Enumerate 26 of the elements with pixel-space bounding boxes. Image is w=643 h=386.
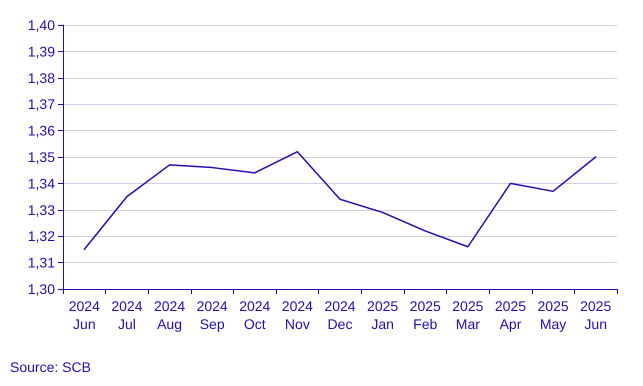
y-tick-label: 1,32 bbox=[28, 228, 56, 244]
x-tick-label: 2025 Feb bbox=[410, 298, 442, 332]
x-tick-label: 2025 May bbox=[538, 298, 569, 332]
y-tick-label: 1,38 bbox=[28, 70, 56, 86]
x-tick-label: 2024 Oct bbox=[239, 298, 271, 332]
y-tick-label: 1,34 bbox=[28, 175, 56, 192]
x-tick-label: 2024 Sep bbox=[196, 298, 228, 332]
x-tick-label: 2024 Aug bbox=[154, 298, 186, 332]
y-tick-label: 1,37 bbox=[28, 96, 56, 112]
x-tick-label: 2025 Apr bbox=[494, 298, 526, 332]
y-tick-label: 1,40 bbox=[28, 17, 56, 33]
y-tick-label: 1,36 bbox=[28, 122, 56, 139]
source-note: Source: SCB bbox=[10, 359, 91, 375]
y-tick-label: 1,31 bbox=[28, 254, 56, 271]
x-tick-label: 2025 Jan bbox=[367, 298, 398, 332]
x-tick-label: 2024 Jul bbox=[111, 298, 143, 332]
y-tick-label: 1,30 bbox=[28, 281, 56, 297]
x-tick-label: 2025 Jun bbox=[580, 298, 612, 332]
y-tick-label: 1,39 bbox=[28, 43, 56, 60]
x-tick-label: 2024 Nov bbox=[282, 298, 314, 332]
x-tick-label: 2024 Dec bbox=[324, 298, 356, 332]
line-series bbox=[84, 150, 596, 250]
x-tick-label: 2024 Jun bbox=[68, 298, 100, 332]
x-tick-label: 2025 Mar bbox=[452, 298, 484, 332]
y-tick-label: 1,33 bbox=[28, 202, 56, 218]
y-tick-label: 1,35 bbox=[28, 149, 56, 165]
